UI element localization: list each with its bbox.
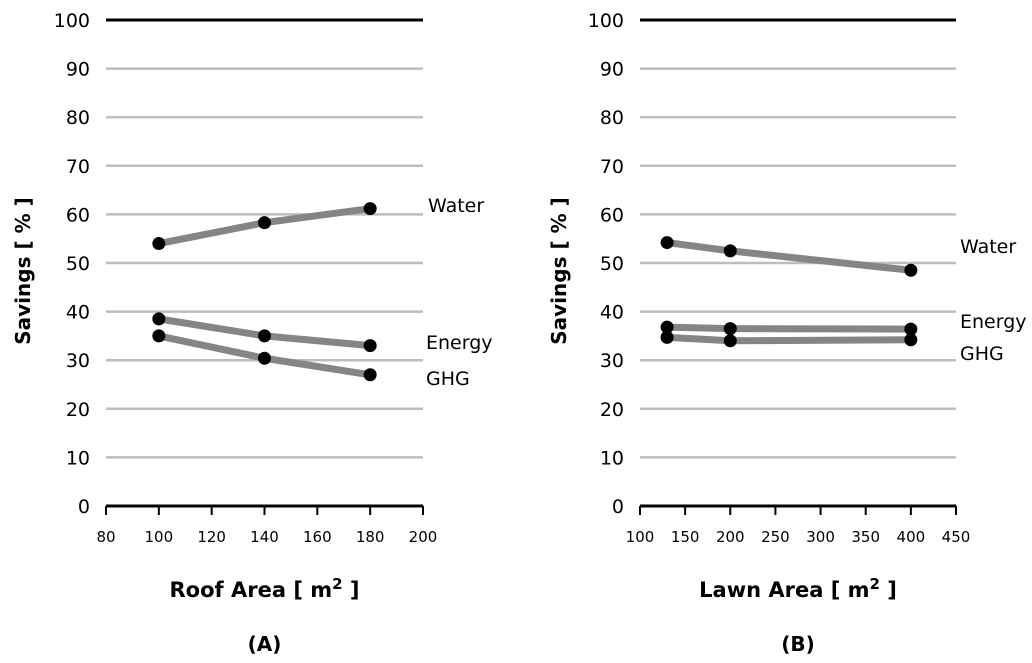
data-point-water (258, 216, 271, 230)
y-tick-label: 0 (78, 496, 90, 518)
y-tick-label: 20 (600, 399, 624, 421)
x-tick-label: 200 (716, 528, 745, 546)
x-tick-label: 180 (356, 528, 385, 546)
data-point-ghg (152, 329, 166, 343)
y-tick-label: 100 (54, 10, 90, 32)
series-label-water: Water (428, 195, 484, 217)
x-tick-label: 400 (897, 528, 926, 546)
series-label-ghg: GHG (960, 343, 1004, 365)
x-tick-label: 200 (409, 528, 438, 546)
data-point-ghg (723, 334, 737, 348)
data-point-energy (904, 322, 918, 336)
y-tick-label: 60 (600, 204, 624, 226)
y-tick-label: 80 (66, 107, 90, 129)
data-point-ghg (660, 330, 674, 344)
x-tick-label: 250 (761, 528, 790, 546)
x-tick-label: 100 (626, 528, 655, 546)
data-point-energy (363, 339, 377, 353)
y-tick-label: 90 (66, 59, 90, 81)
y-tick-label: 80 (600, 107, 624, 129)
chart-panel-2: 0 10 20 30 40 50 60 70 80 90 100 100 150 200 250 300 350… (547, 10, 1027, 656)
y-tick-label: 50 (66, 253, 90, 275)
data-point-water (904, 263, 918, 277)
x-tick-label: 80 (96, 528, 115, 546)
chart-panel-1: 0 10 20 30 40 50 60 70 80 90 100 80 100 120 140 160 180 2… (11, 10, 493, 656)
series-label-water: Water (960, 236, 1016, 258)
y-tick-label: 10 (600, 447, 624, 469)
series-line-energy (663, 323, 915, 333)
y-tick-label: 40 (66, 302, 90, 324)
series-label-energy: Energy (426, 332, 493, 354)
data-point-water (363, 202, 377, 216)
y-tick-label: 70 (66, 156, 90, 178)
data-point-water (723, 244, 737, 258)
panel-label: (A) (248, 632, 282, 656)
series-line-ghg (663, 333, 915, 345)
series-label-energy: Energy (960, 311, 1027, 333)
x-tick-label: 450 (942, 528, 971, 546)
data-point-water (152, 237, 166, 251)
data-point-ghg (258, 351, 271, 365)
y-tick-label: 30 (600, 350, 624, 372)
y-tick-label: 100 (588, 10, 624, 32)
y-axis-title: Savings [ % ] (547, 197, 571, 344)
x-axis-title: Roof Area [ m2 ] (170, 575, 360, 602)
x-tick-label: 150 (671, 528, 700, 546)
y-tick-label: 50 (600, 253, 624, 275)
y-tick-label: 40 (600, 302, 624, 324)
y-tick-label: 0 (612, 496, 624, 518)
data-point-energy (258, 329, 271, 343)
x-tick-label: 160 (303, 528, 332, 546)
data-point-ghg (363, 368, 377, 382)
x-tick-label: 140 (250, 528, 279, 546)
data-point-energy (660, 320, 674, 334)
y-tick-label: 30 (66, 350, 90, 372)
series-label-ghg: GHG (426, 368, 470, 390)
y-tick-label: 90 (600, 59, 624, 81)
data-point-energy (152, 312, 166, 326)
x-tick-label: 100 (145, 528, 174, 546)
panel-label: (B) (781, 632, 815, 656)
data-point-water (660, 236, 674, 250)
y-tick-label: 10 (66, 447, 90, 469)
y-axis-title: Savings [ % ] (11, 197, 35, 344)
data-point-energy (723, 322, 737, 336)
series-line-water (663, 239, 915, 274)
x-axis-title: Lawn Area [ m2 ] (699, 575, 897, 602)
y-tick-label: 20 (66, 399, 90, 421)
data-point-ghg (904, 333, 918, 347)
x-tick-label: 120 (197, 528, 226, 546)
x-tick-label: 350 (851, 528, 880, 546)
x-tick-label: 300 (806, 528, 835, 546)
y-tick-label: 60 (66, 204, 90, 226)
y-tick-label: 70 (600, 156, 624, 178)
